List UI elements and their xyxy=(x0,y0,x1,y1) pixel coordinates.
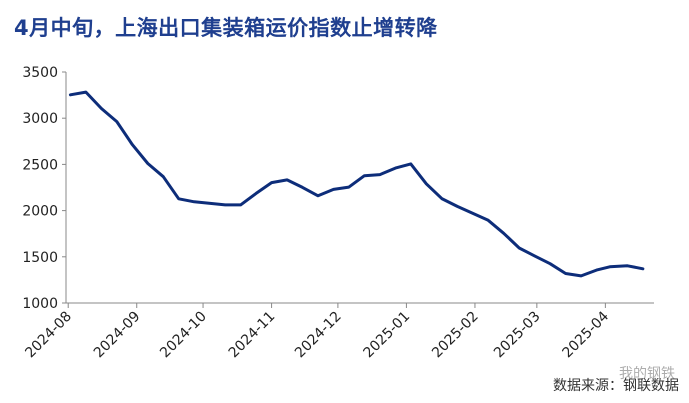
x-tick-label: 2024-10 xyxy=(157,309,210,362)
series-line xyxy=(68,90,645,278)
watermark-text: 我的钢铁 xyxy=(619,366,675,382)
y-tick-label: 1500 xyxy=(22,250,58,266)
y-axis: 1000 1500 2000 2500 3000 3500 xyxy=(22,65,67,312)
x-tick-label: 2025-03 xyxy=(491,309,544,362)
plot-area xyxy=(68,90,645,278)
y-tick-label: 3000 xyxy=(22,111,58,127)
x-axis: 2024-08 2024-09 2024-10 2024-11 2024-12 2025-… xyxy=(22,302,654,362)
x-tick-label: 2025-02 xyxy=(429,309,482,362)
chart-title: 4月中旬，上海出口集装箱运价指数止增转降 xyxy=(14,16,438,40)
data-source: 数据来源：钢联数据 xyxy=(553,378,679,394)
x-tick-label: 2024-11 xyxy=(226,309,279,362)
x-tick-label: 2025-04 xyxy=(560,308,613,361)
y-tick-label: 1000 xyxy=(22,296,58,312)
x-tick-label: 2025-01 xyxy=(361,309,414,362)
y-tick-label: 2500 xyxy=(22,157,58,173)
x-tick-label: 2024-08 xyxy=(22,309,75,362)
x-tick-label: 2024-09 xyxy=(91,309,144,362)
y-tick-label: 2000 xyxy=(22,204,58,220)
x-tick-label: 2024-12 xyxy=(292,309,345,362)
y-tick-label: 3500 xyxy=(22,65,58,81)
